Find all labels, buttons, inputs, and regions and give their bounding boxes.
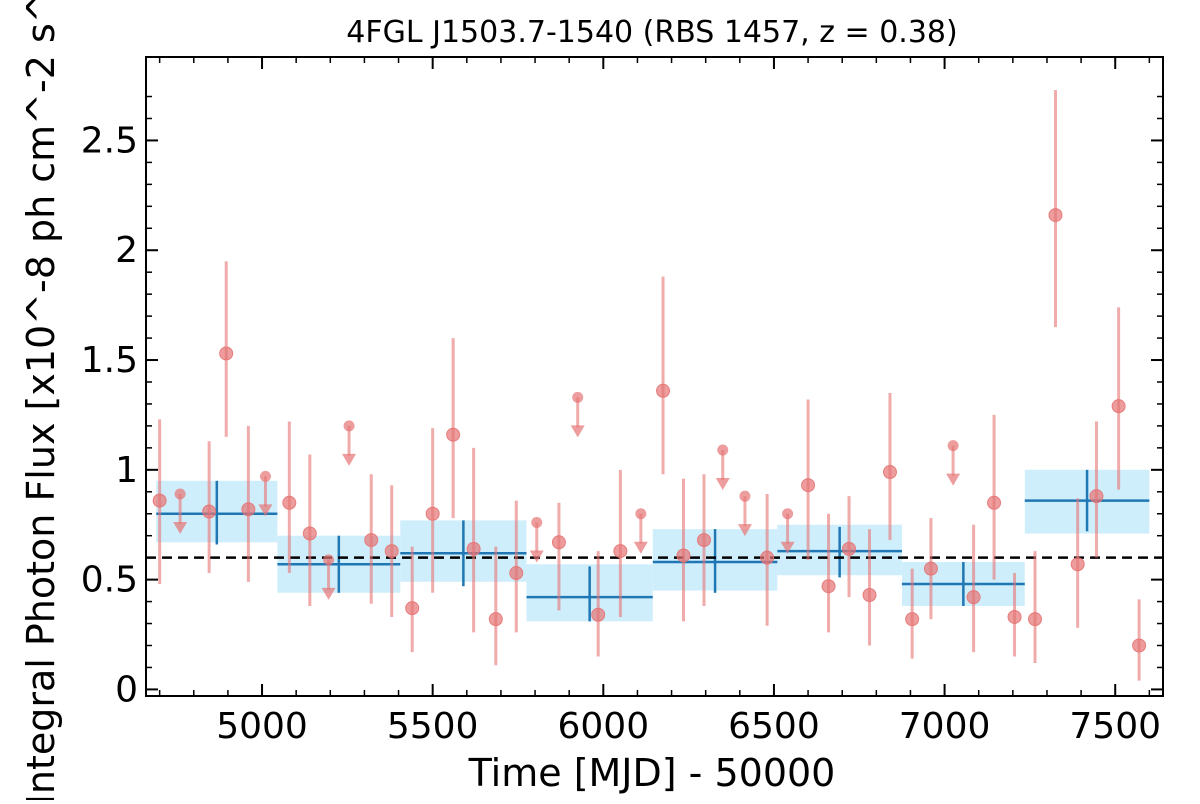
flux-point <box>613 544 628 559</box>
plot-frame <box>145 56 1164 697</box>
x-tick-label: 6500 <box>728 706 820 747</box>
upper-limit-arrow <box>173 521 188 534</box>
y-tick-label: 0.5 <box>81 560 138 601</box>
upper-limit-arrow <box>570 425 585 438</box>
upper-limit-arrow <box>946 473 961 486</box>
flux-point <box>405 601 420 616</box>
y-tick-label: 1.5 <box>81 340 138 381</box>
flux-point <box>1089 489 1104 504</box>
upper-limit-point <box>174 488 186 500</box>
upper-limit-point <box>717 444 729 456</box>
y-axis-ticks: 0 0.5 1 1.5 2 2.5 <box>81 95 1163 710</box>
flux-point <box>152 493 167 508</box>
upper-limit-arrow <box>321 587 336 600</box>
flux-point <box>862 587 877 602</box>
flux-point <box>1007 609 1022 624</box>
flux-point <box>425 506 440 521</box>
flux-point <box>509 566 524 581</box>
x-tick-label: 7000 <box>899 706 991 747</box>
upper-limit-arrow <box>258 504 273 517</box>
chart-title: 4FGL J1503.7-1540 (RBS 1457, z = 0.38) <box>346 15 957 50</box>
upper-limit-arrow <box>715 478 730 491</box>
upper-limit-point <box>572 391 584 403</box>
upper-limit-point <box>635 508 647 520</box>
flux-point <box>219 346 234 361</box>
flux-point <box>801 478 816 493</box>
upper-limit-point <box>782 508 794 520</box>
flux-point <box>446 427 461 442</box>
flux-point <box>656 383 671 398</box>
flux-point <box>905 612 920 627</box>
y-tick-label: 0 <box>115 669 138 710</box>
upper-limit-layer <box>173 391 961 600</box>
flux-point <box>1028 612 1043 627</box>
flux-point <box>676 548 691 563</box>
flux-point <box>466 541 481 556</box>
flux-point <box>882 465 897 480</box>
binned-flux-layer <box>156 469 1150 622</box>
flux-point <box>1070 557 1085 572</box>
flux-point <box>591 607 606 622</box>
flux-point <box>760 550 775 565</box>
upper-limit-point <box>947 440 959 452</box>
flux-point <box>202 504 217 519</box>
flux-point <box>384 544 399 559</box>
upper-limit-point <box>323 554 335 566</box>
upper-limit-point <box>259 470 271 482</box>
upper-limit-arrow <box>342 453 357 466</box>
upper-limit-point <box>739 490 751 502</box>
upper-limit-point <box>531 517 543 529</box>
x-tick-label: 7500 <box>1069 706 1161 747</box>
upper-limit-arrow <box>529 550 544 563</box>
flux-point <box>821 579 836 594</box>
detection-points-layer <box>152 89 1147 681</box>
x-axis-ticks: 5000 5500 6000 6500 7000 7500 <box>158 57 1161 747</box>
upper-limit-arrow <box>780 541 795 554</box>
y-tick-label: 2 <box>115 230 138 271</box>
y-axis-title: Integral Photon Flux [x10^-8 ph cm^-2 s^… <box>19 0 63 800</box>
upper-limit-arrow <box>633 541 648 554</box>
flux-point <box>842 541 857 556</box>
flux-point <box>302 526 317 541</box>
flux-point <box>1111 399 1126 414</box>
upper-limit-point <box>343 420 355 432</box>
flux-point <box>241 502 256 517</box>
flux-point <box>488 612 503 627</box>
y-tick-label: 2.5 <box>81 120 138 161</box>
flux-point <box>551 535 566 550</box>
flux-point <box>1048 208 1063 223</box>
x-tick-label: 5000 <box>216 706 308 747</box>
x-tick-label: 5500 <box>387 706 479 747</box>
axes-frame <box>145 56 1164 697</box>
flux-point <box>923 561 938 576</box>
flux-point <box>987 495 1002 510</box>
flux-point <box>696 533 711 548</box>
upper-limit-arrow <box>737 524 752 537</box>
y-tick-label: 1 <box>115 450 138 491</box>
flux-point <box>966 590 981 605</box>
x-axis-title: Time [MJD] - 50000 <box>468 751 836 795</box>
x-tick-label: 6000 <box>557 706 649 747</box>
flux-point <box>1132 638 1147 653</box>
flux-point <box>282 495 297 510</box>
flux-point <box>364 533 379 548</box>
